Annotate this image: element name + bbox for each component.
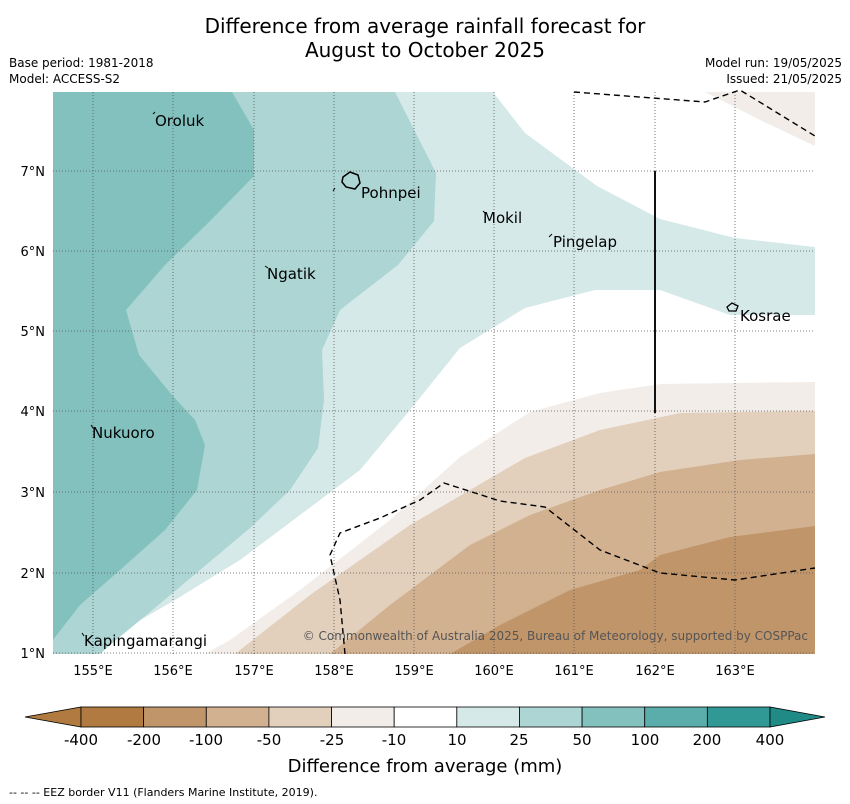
lon-tick: 160°E (474, 664, 514, 679)
place-pingelap: Pingelap (553, 233, 617, 251)
lon-tick: 155°E (73, 664, 113, 679)
eez-source-note: -- -- -- EEZ border V11 (Flanders Marine… (9, 786, 318, 799)
colorbar-extend-high (769, 706, 826, 728)
place-ngatik: Ngatik (267, 265, 316, 283)
lon-tick: 162°E (635, 664, 675, 679)
colorbar-swatch (581, 706, 646, 728)
chart-title: Difference from average rainfall forecas… (0, 14, 850, 62)
colorbar-label: 25 (509, 731, 528, 749)
title-line-1: Difference from average rainfall forecas… (204, 14, 646, 38)
lon-tick: 157°E (234, 664, 274, 679)
colorbar-label: 400 (756, 731, 785, 749)
issued-date: Issued: 21/05/2025 (726, 72, 842, 86)
lon-tick: 159°E (394, 664, 434, 679)
colorbar-swatch (519, 706, 583, 728)
contour-50-100 (53, 92, 254, 640)
atoll-markers (81, 111, 553, 637)
colorbar-label: -200 (127, 731, 161, 749)
colorbar-swatch (268, 706, 332, 728)
colorbar-title: Difference from average (mm) (288, 756, 563, 777)
colorbar-swatch (393, 706, 458, 728)
colorbar-extend-low (24, 706, 82, 728)
colorbar-swatch (456, 706, 520, 728)
colorbar-swatch (205, 706, 270, 728)
lat-axis: 1°N 2°N 3°N 4°N 5°N 6°N 7°N (21, 165, 46, 662)
colorbar-swatch (331, 706, 395, 728)
colorbar (24, 706, 826, 728)
place-kosrae: Kosrae (740, 307, 791, 325)
model-run: Model run: 19/05/2025 (704, 56, 842, 70)
place-pohnpei: Pohnpei (361, 184, 421, 202)
kosrae-island (726, 302, 739, 312)
colorbar-label: -400 (64, 731, 98, 749)
colorbar-label: 100 (631, 731, 660, 749)
place-nukuoro: Nukuoro (92, 424, 155, 442)
lat-tick: 4°N (21, 405, 46, 420)
colorbar-swatch (80, 706, 145, 728)
lat-tick: 5°N (21, 325, 46, 340)
title-line-2: August to October 2025 (304, 38, 546, 62)
run-info: Model run: 19/05/2025 Issued: 21/05/2025 (705, 55, 842, 87)
lon-tick: 161°E (554, 664, 594, 679)
contour-neg10-neg25-north (705, 92, 815, 146)
eez-border (329, 89, 816, 655)
lon-tick: 158°E (314, 664, 354, 679)
colorbar-swatch (706, 706, 771, 728)
place-oroluk: Oroluk (155, 112, 204, 130)
copyright-notice: © Commonwealth of Australia 2025, Bureau… (303, 629, 808, 643)
colorbar-label: 50 (572, 731, 591, 749)
lat-tick: 7°N (21, 165, 46, 180)
lat-tick: 1°N (21, 647, 46, 662)
colorbar-label: -50 (257, 731, 282, 749)
colorbar-label: 200 (693, 731, 722, 749)
lon-tick: 156°E (153, 664, 193, 679)
colorbar-label: -10 (382, 731, 407, 749)
lat-tick: 2°N (21, 567, 46, 582)
colorbar-swatch (644, 706, 708, 728)
place-kapingamarangi: Kapingamarangi (84, 632, 207, 650)
place-mokil: Mokil (483, 209, 522, 227)
model-name: Model: ACCESS-S2 (9, 72, 121, 86)
contour-fields (53, 92, 815, 654)
lat-tick: 3°N (21, 486, 46, 501)
colorbar-label: -25 (320, 731, 345, 749)
base-info: Base period: 1981-2018 Model: ACCESS-S2 (9, 55, 154, 87)
contour-neg100-neg200 (450, 526, 815, 654)
pohnpei-island (341, 171, 361, 190)
colorbar-label: 10 (447, 731, 466, 749)
base-period: Base period: 1981-2018 (9, 56, 154, 70)
pohnpei-islet (332, 187, 336, 192)
colorbar-labels: -400 -200 -100 -50 -25 -10 10 25 50 100 … (64, 731, 784, 749)
colorbar-label: -100 (189, 731, 223, 749)
colorbar-swatch (143, 706, 207, 728)
lat-tick: 6°N (21, 245, 46, 260)
lon-axis: 155°E 156°E 157°E 158°E 159°E 160°E 161°… (73, 664, 755, 679)
lon-tick: 163°E (715, 664, 755, 679)
